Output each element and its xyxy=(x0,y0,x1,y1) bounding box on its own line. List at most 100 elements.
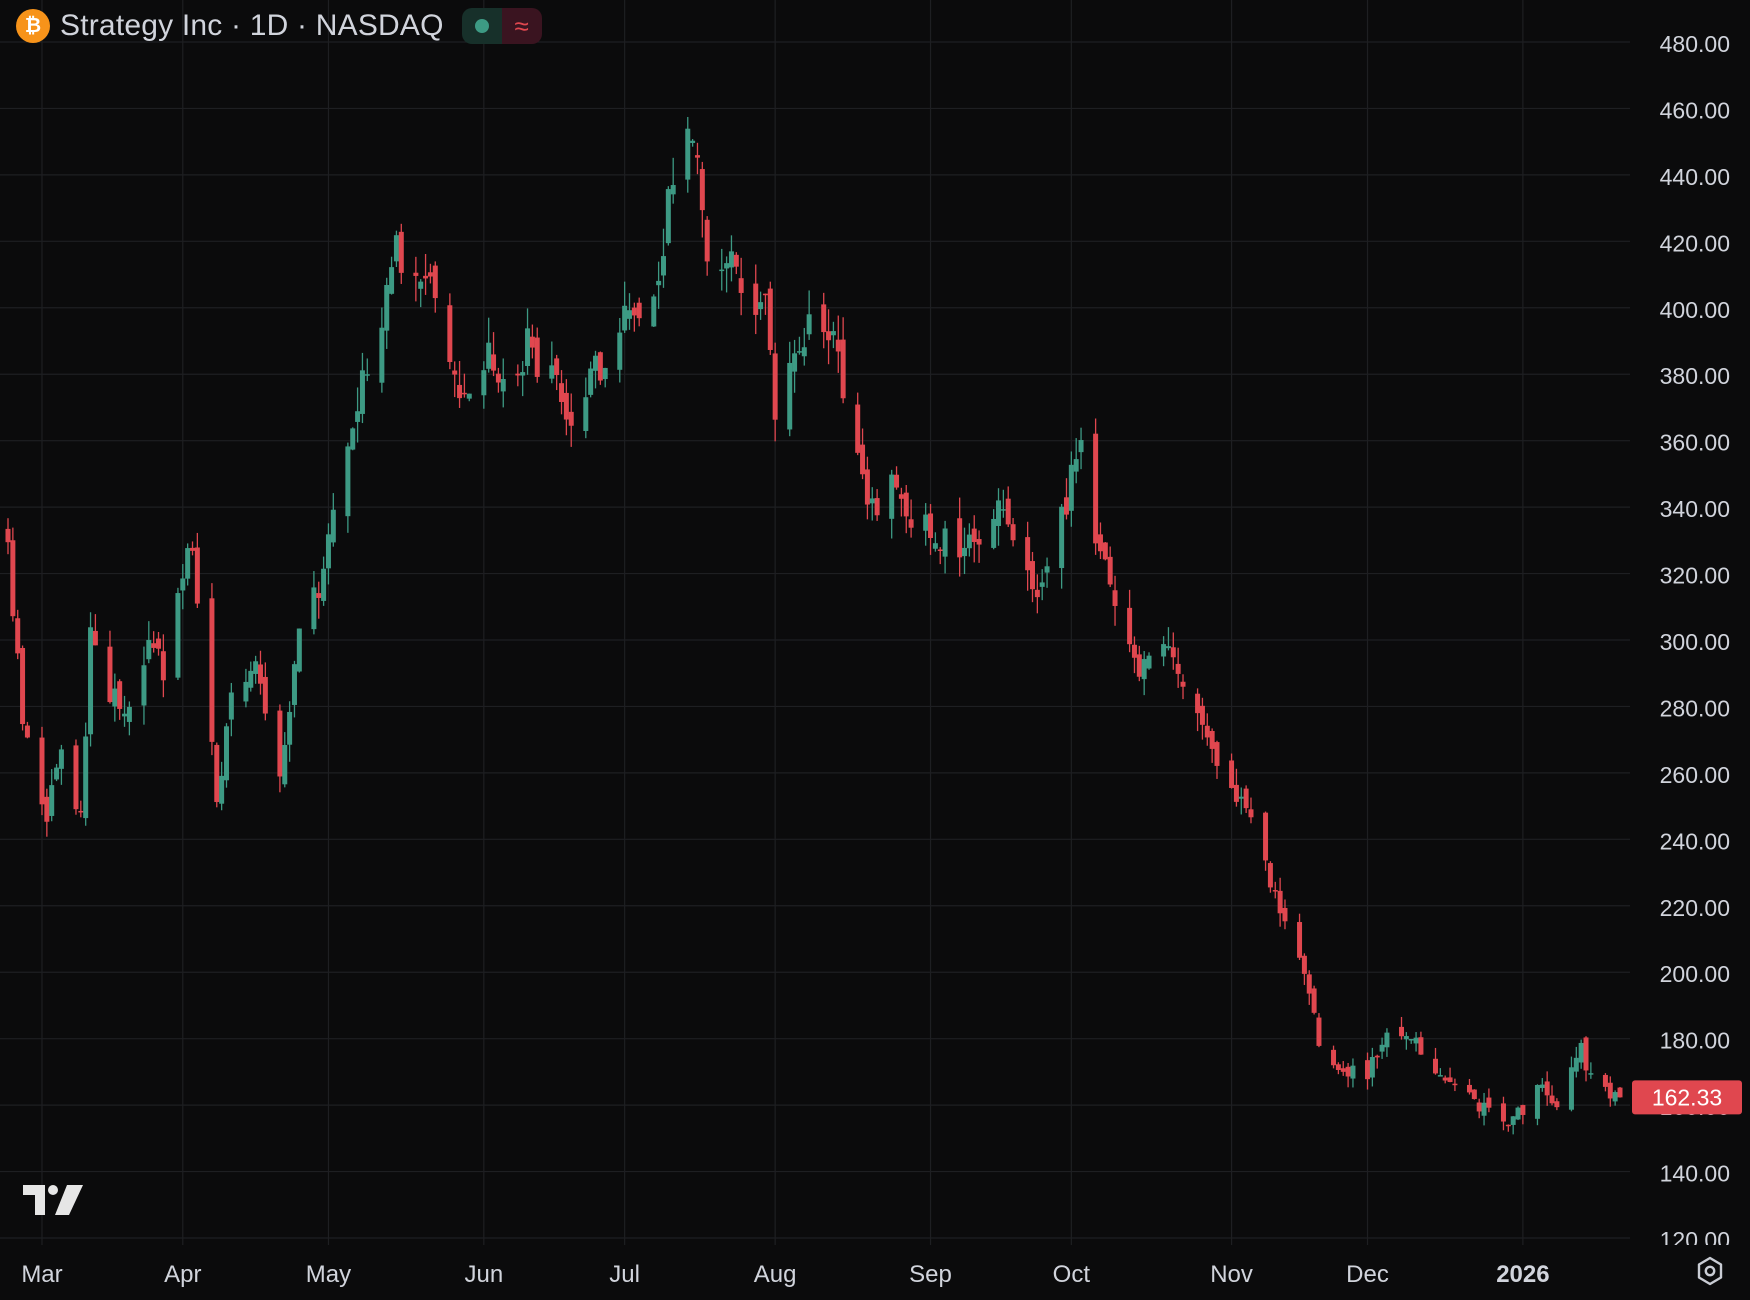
candle-body xyxy=(398,231,404,273)
candle-body xyxy=(1369,1056,1375,1078)
candle-body xyxy=(923,514,929,531)
candle xyxy=(311,571,317,635)
candle xyxy=(1365,1052,1371,1090)
candle-body xyxy=(898,494,904,499)
settings-gear-icon[interactable] xyxy=(1694,1255,1726,1287)
candle xyxy=(291,660,297,718)
candle-body xyxy=(801,347,807,357)
candle xyxy=(379,307,385,393)
candle-body xyxy=(1127,607,1133,645)
candle xyxy=(1068,451,1074,527)
price-tick-label: 200.00 xyxy=(1660,961,1730,987)
candle xyxy=(262,662,268,721)
candle xyxy=(1418,1031,1424,1055)
candle-body xyxy=(500,378,506,392)
candle-body xyxy=(670,185,676,195)
tradingview-logo-icon[interactable] xyxy=(23,1185,85,1215)
candle-body xyxy=(529,336,535,348)
candle xyxy=(194,532,200,608)
candle xyxy=(855,392,861,456)
candle xyxy=(719,248,725,291)
candle-body xyxy=(593,355,599,371)
candle xyxy=(525,308,531,375)
candle-body xyxy=(1612,1092,1618,1102)
candle xyxy=(1505,1124,1511,1132)
candle-body xyxy=(1238,796,1244,799)
price-tick-label: 380.00 xyxy=(1660,363,1730,389)
candles[interactable] xyxy=(5,116,1623,1135)
candle-body xyxy=(597,352,603,381)
candle-body xyxy=(88,627,94,735)
candle xyxy=(393,230,399,267)
candle-body xyxy=(156,638,162,649)
candle xyxy=(1102,542,1108,561)
candle-body xyxy=(1544,1081,1550,1096)
candle xyxy=(1331,1045,1337,1069)
candle-body xyxy=(1481,1102,1487,1116)
candle xyxy=(699,161,705,238)
candle xyxy=(704,216,710,276)
candle-body xyxy=(830,331,836,336)
candle-body xyxy=(1500,1103,1506,1122)
candle-body xyxy=(1365,1060,1371,1080)
candle-body xyxy=(864,469,870,505)
time-tick-label: Sep xyxy=(909,1261,952,1288)
candle xyxy=(787,341,793,437)
candle-body xyxy=(257,664,263,684)
candle xyxy=(1029,551,1035,603)
candle xyxy=(257,650,263,695)
candle xyxy=(1520,1104,1526,1125)
candle xyxy=(898,487,904,517)
candle xyxy=(1602,1073,1608,1092)
candle-body xyxy=(1063,497,1069,515)
candle-body xyxy=(1602,1074,1608,1087)
candle-body xyxy=(432,265,438,299)
candle xyxy=(874,489,880,521)
candle xyxy=(685,116,691,193)
candle xyxy=(758,291,764,320)
candle xyxy=(1175,647,1181,688)
candle xyxy=(39,726,45,816)
candle xyxy=(1316,1013,1322,1048)
candle-body xyxy=(1306,974,1312,994)
last-price-label: 162.33 xyxy=(1632,1080,1742,1115)
candle xyxy=(971,515,977,563)
time-axis[interactable]: Mar Apr May Jun Jul Aug Sep Oct Nov Dec 2026 xyxy=(21,1261,1549,1288)
candle xyxy=(1379,1037,1385,1059)
candle xyxy=(563,379,569,436)
candle-body xyxy=(1102,542,1108,560)
candle xyxy=(325,523,331,585)
price-axis[interactable]: 120.00140.00160.00180.00200.00220.00240.… xyxy=(1645,31,1750,1300)
candle-body xyxy=(325,534,331,569)
candle-body xyxy=(762,293,768,296)
status-badges[interactable]: ≈ xyxy=(461,8,542,44)
candle xyxy=(690,139,696,147)
candle xyxy=(767,281,773,355)
candle-body xyxy=(1316,1017,1322,1046)
candle xyxy=(962,527,968,575)
candle-body xyxy=(1000,509,1006,511)
candle xyxy=(554,354,560,391)
candle-body xyxy=(1131,644,1137,658)
candle xyxy=(1374,1054,1380,1069)
price-tick-label: 360.00 xyxy=(1660,430,1730,456)
candle xyxy=(1369,1047,1375,1087)
candle-body xyxy=(1486,1097,1492,1108)
candle xyxy=(1097,522,1103,560)
candle xyxy=(1204,713,1210,746)
candle-body xyxy=(690,140,696,143)
candle xyxy=(733,252,739,275)
candle-body xyxy=(835,339,841,352)
candle-body xyxy=(1413,1037,1419,1044)
market-status-badge[interactable] xyxy=(461,8,502,44)
candle xyxy=(146,621,152,664)
data-indicator-badge[interactable]: ≈ xyxy=(501,8,542,44)
candle xyxy=(568,393,574,447)
candle-body xyxy=(1199,705,1205,725)
candle xyxy=(1073,438,1079,484)
candle-body xyxy=(942,528,948,557)
candle xyxy=(500,358,506,408)
candle-body xyxy=(758,302,764,310)
